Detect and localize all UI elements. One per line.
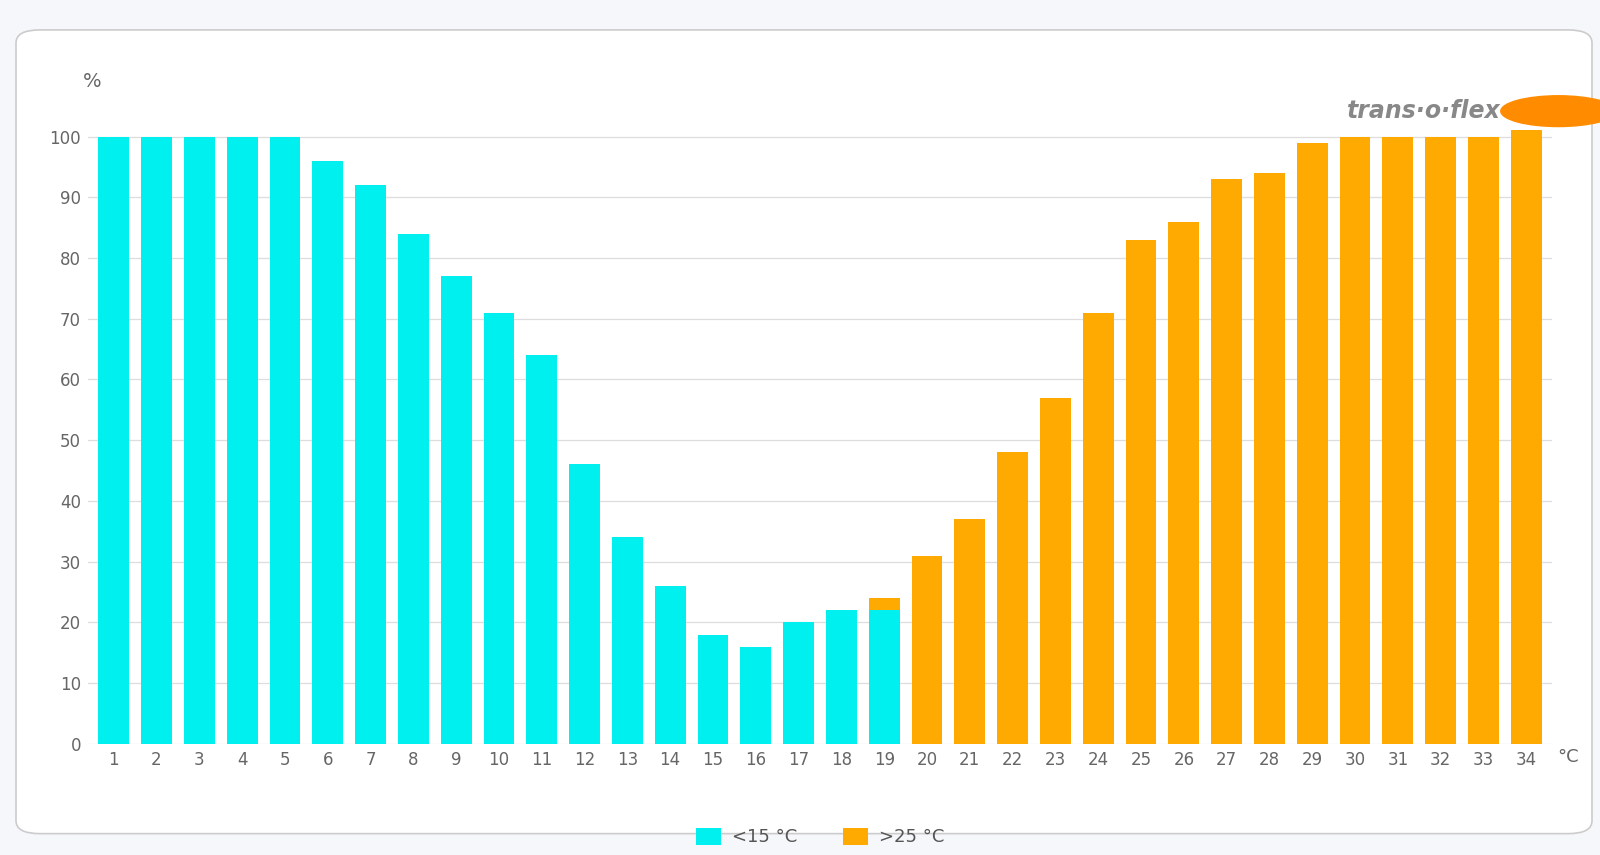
Text: trans·o·flex: trans·o·flex	[1347, 99, 1501, 123]
Bar	[654, 586, 685, 744]
Bar	[1382, 137, 1413, 744]
Bar	[184, 137, 214, 744]
Bar	[1040, 398, 1070, 744]
Bar	[741, 683, 771, 744]
Bar	[782, 622, 814, 744]
Bar	[398, 233, 429, 744]
Bar	[1168, 221, 1200, 744]
Bar	[826, 610, 858, 744]
Bar	[1126, 239, 1157, 744]
Bar	[869, 610, 899, 744]
Bar	[869, 598, 899, 744]
Bar	[1211, 179, 1242, 744]
Bar	[826, 640, 858, 744]
Bar	[1083, 313, 1114, 744]
Bar	[912, 556, 942, 744]
Legend: <15 °C, >25 °C: <15 °C, >25 °C	[696, 828, 944, 846]
Bar	[227, 137, 258, 744]
Bar	[698, 713, 728, 744]
Bar	[955, 519, 986, 744]
Bar	[355, 186, 386, 744]
Bar	[570, 464, 600, 744]
Bar	[1426, 137, 1456, 744]
Text: °C: °C	[1557, 747, 1579, 766]
Bar	[269, 137, 301, 744]
Bar	[1298, 143, 1328, 744]
Bar	[997, 452, 1029, 744]
Bar	[1469, 137, 1499, 744]
Bar	[141, 137, 171, 744]
Circle shape	[1501, 96, 1600, 127]
Bar	[741, 646, 771, 744]
Bar	[483, 313, 514, 744]
Text: %: %	[83, 72, 101, 91]
Bar	[1510, 131, 1542, 744]
Bar	[654, 713, 685, 744]
Bar	[1339, 137, 1371, 744]
Bar	[440, 276, 472, 744]
Bar	[98, 137, 130, 744]
Bar	[611, 538, 643, 744]
Bar	[698, 634, 728, 744]
Bar	[782, 640, 814, 744]
Bar	[312, 161, 342, 744]
Bar	[1254, 173, 1285, 744]
Bar	[526, 355, 557, 744]
